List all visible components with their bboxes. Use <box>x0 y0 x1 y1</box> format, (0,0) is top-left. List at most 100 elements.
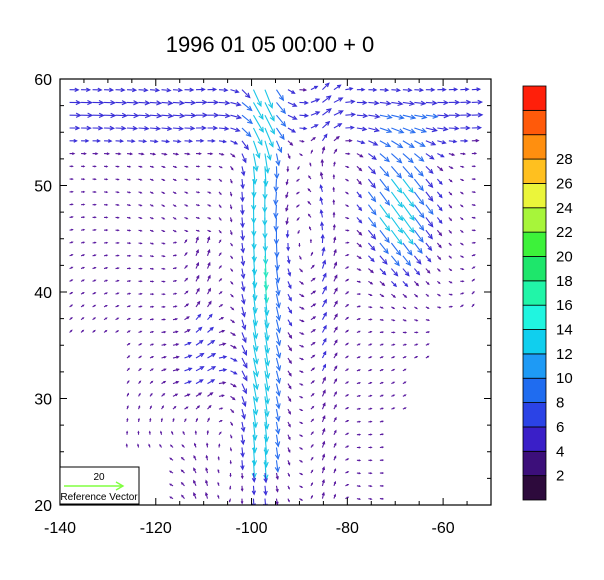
wind-vector <box>126 430 129 435</box>
wind-vector <box>103 304 108 308</box>
wind-vector <box>332 173 336 180</box>
wind-vector <box>402 407 407 410</box>
wind-vector <box>460 87 470 92</box>
wind-vector <box>230 153 236 158</box>
wind-vector <box>471 241 477 244</box>
wind-vector <box>390 280 398 288</box>
wind-vector <box>104 125 116 131</box>
wind-vector <box>333 110 344 116</box>
wind-vector <box>287 460 291 466</box>
wind-vector <box>379 87 390 93</box>
wind-vector <box>172 113 186 119</box>
wind-vector <box>321 440 326 448</box>
wind-vector <box>240 166 246 177</box>
wind-vector <box>194 430 197 435</box>
colorbar-swatch <box>522 280 547 306</box>
wind-vector <box>81 125 92 131</box>
wind-vector <box>230 383 237 388</box>
wind-vector <box>252 153 259 172</box>
wind-vector <box>184 418 187 423</box>
wind-vector <box>218 229 222 234</box>
wind-vector <box>172 380 180 385</box>
wind-vector <box>115 139 125 143</box>
wind-vector <box>193 467 197 474</box>
wind-vector <box>287 434 291 441</box>
wind-vector <box>207 87 218 92</box>
wind-vector <box>368 356 373 359</box>
wind-vector <box>345 216 350 220</box>
wind-vector <box>368 280 374 285</box>
wind-vector <box>321 337 327 346</box>
wind-vector <box>230 344 238 349</box>
wind-vector <box>207 379 216 385</box>
wind-vector <box>333 287 338 295</box>
wind-vector <box>333 480 337 487</box>
wind-vector <box>299 472 304 476</box>
wind-vector <box>115 178 120 181</box>
wind-vector <box>321 285 327 295</box>
wind-vector <box>333 455 337 461</box>
wind-vector <box>115 267 120 270</box>
wind-vector <box>402 229 414 246</box>
wind-vector <box>127 125 139 131</box>
wind-vector <box>252 357 260 378</box>
wind-vector <box>92 317 97 321</box>
wind-vector <box>402 165 414 179</box>
wind-vector <box>425 242 433 252</box>
wind-vector <box>309 238 313 244</box>
wind-vector <box>379 471 385 475</box>
wind-vector <box>172 139 182 144</box>
wind-vector <box>413 229 424 243</box>
wind-vector <box>240 230 245 242</box>
wind-vector <box>356 204 363 212</box>
wind-vector <box>390 165 403 179</box>
wind-vector <box>379 497 385 500</box>
wind-vector <box>345 139 353 143</box>
wind-vector <box>184 139 194 143</box>
wind-vector <box>218 431 222 436</box>
wind-vector <box>459 217 464 221</box>
wind-vector <box>402 368 407 372</box>
wind-vector <box>251 255 258 276</box>
wind-vector <box>275 409 281 423</box>
colorbar-swatch <box>522 134 547 160</box>
wind-vector <box>460 255 465 258</box>
y-tick-label: 20 <box>34 498 52 515</box>
wind-vector <box>413 191 425 206</box>
wind-vector <box>299 88 308 92</box>
wind-vector <box>160 417 163 423</box>
wind-vector <box>241 332 247 344</box>
wind-vector <box>333 274 338 282</box>
wind-vector <box>207 287 211 295</box>
wind-vector <box>230 408 235 414</box>
wind-vector <box>321 376 326 384</box>
wind-vector <box>448 139 458 144</box>
wind-vector <box>367 191 377 203</box>
wind-vector <box>180 456 185 461</box>
wind-vector <box>172 330 179 334</box>
wind-vector <box>218 368 228 372</box>
wind-vector <box>240 460 245 471</box>
wind-vector <box>229 434 233 439</box>
wind-vector <box>333 261 338 269</box>
wind-vector <box>149 405 152 410</box>
wind-vector <box>115 279 120 282</box>
wind-vector <box>195 379 204 385</box>
wind-vector <box>379 394 384 397</box>
wind-vector <box>138 178 143 181</box>
wind-vector <box>138 139 148 144</box>
wind-vector <box>402 140 415 149</box>
wind-vector <box>436 204 443 212</box>
wind-vector <box>81 112 94 118</box>
wind-vector <box>92 165 97 168</box>
wind-vector <box>425 255 432 263</box>
wind-vector <box>276 127 285 141</box>
wind-vector <box>127 139 136 144</box>
wind-vector <box>333 123 343 129</box>
wind-vector <box>80 279 85 282</box>
wind-vector <box>460 165 465 168</box>
wind-vector <box>437 140 447 145</box>
wind-vector <box>299 140 305 143</box>
wind-vector <box>81 190 86 193</box>
